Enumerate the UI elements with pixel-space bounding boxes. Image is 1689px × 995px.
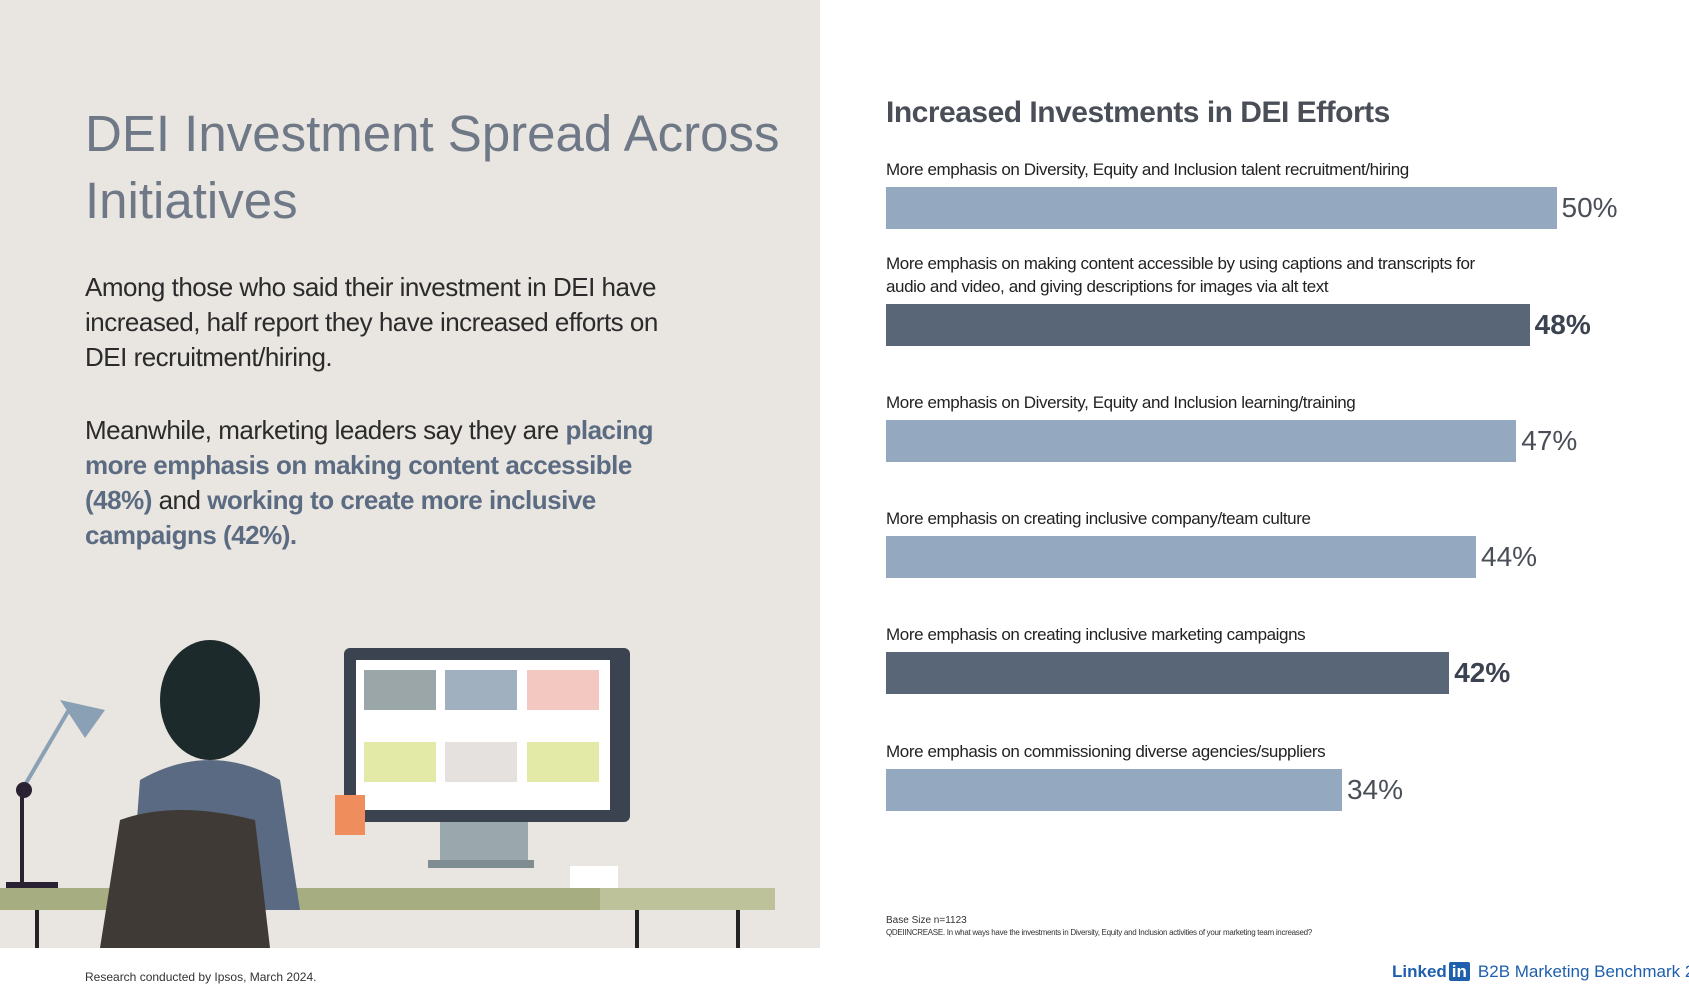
- value-label: 34%: [1346, 774, 1403, 805]
- paragraph: Meanwhile, marketing leaders say they ar…: [85, 413, 665, 553]
- value-label: 47%: [1521, 425, 1578, 456]
- value-label: 44%: [1481, 541, 1538, 572]
- logo-text: Linked: [1392, 962, 1447, 981]
- category-label: More emphasis on creating inclusive comp…: [886, 509, 1311, 528]
- bar: [886, 187, 1557, 229]
- category-label: More emphasis on creating inclusive mark…: [886, 625, 1306, 644]
- text-run: and: [151, 485, 208, 515]
- left-panel: DEI Investment Spread Across Initiatives…: [0, 0, 820, 948]
- chart-title: Increased Investments in DEI Efforts: [886, 96, 1390, 129]
- illustration: [0, 640, 775, 948]
- paragraph: Among those who said their investment in…: [85, 270, 665, 375]
- bar: [886, 536, 1477, 578]
- text-run: working to create more inclusive campaig…: [85, 485, 596, 550]
- value-label: 50%: [1561, 192, 1618, 223]
- category-label: More emphasis on Diversity, Equity and I…: [886, 393, 1356, 412]
- bar: [886, 420, 1517, 462]
- bar: [886, 652, 1450, 694]
- question-note: QDEIINCREASE. In what ways have the inve…: [886, 928, 1312, 937]
- value-label: 42%: [1454, 657, 1511, 688]
- bar: [886, 769, 1342, 811]
- logo-box: in: [1448, 962, 1470, 981]
- category-label: More emphasis on commissioning diverse a…: [886, 742, 1326, 761]
- category-label: More emphasis on making content accessib…: [886, 254, 1475, 296]
- text-run: placing more emphasis on making content …: [85, 415, 653, 515]
- slide-title: DEI Investment Spread Across Initiatives: [85, 105, 780, 229]
- tagline: B2B Marketing Benchmark: [1477, 962, 1681, 981]
- year: 2024: [1685, 962, 1689, 981]
- category-label: More emphasis on Diversity, Equity and I…: [886, 160, 1409, 179]
- bar: [886, 304, 1530, 346]
- footer-note: Research conducted by Ipsos, March 2024.: [85, 970, 317, 984]
- text-run: Among those who said their investment in…: [85, 272, 658, 372]
- text-run: Meanwhile, marketing leaders say they ar…: [85, 415, 566, 445]
- value-label: 48%: [1534, 309, 1591, 340]
- base-size: Base Size n=1123: [886, 915, 967, 926]
